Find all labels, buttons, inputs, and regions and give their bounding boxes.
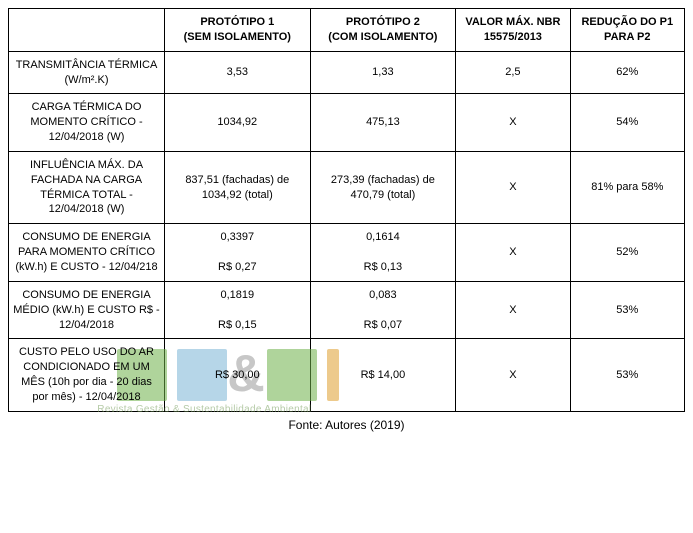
cell-p1: & Revista Gestão & Sustentabilidade Ambi… [165, 339, 311, 411]
cell-p2-a: 0,1614 [315, 230, 452, 245]
cell-nbr-text: X [460, 368, 565, 383]
row-label: INFLUÊNCIA MÁX. DA FACHADA NA CARGA TÉRM… [9, 151, 165, 223]
cell-p2: 475,13 [310, 94, 456, 152]
cell-p2: 0,1614 R$ 0,13 [310, 224, 456, 282]
table-row: CUSTO PELO USO DO AR CONDICIONADO EM UM … [9, 339, 685, 411]
cell-nbr: 2,5 [456, 51, 570, 94]
cell-red-text: 53% [575, 368, 680, 383]
col-header-p1: PROTÓTIPO 1 (SEM ISOLAMENTO) [165, 9, 311, 52]
cell-p2: 273,39 (fachadas) de 470,79 (total) [310, 151, 456, 223]
table-row: CARGA TÉRMICA DO MOMENTO CRÍTICO - 12/04… [9, 94, 685, 152]
cell-nbr: X [456, 281, 570, 339]
table-row: CONSUMO DE ENERGIA MÉDIO (kW.h) E CUSTO … [9, 281, 685, 339]
cell-p1: 837,51 (fachadas) de 1034,92 (total) [165, 151, 311, 223]
row-label: CONSUMO DE ENERGIA MÉDIO (kW.h) E CUSTO … [9, 281, 165, 339]
cell-p1: 3,53 [165, 51, 311, 94]
row-label: CARGA TÉRMICA DO MOMENTO CRÍTICO - 12/04… [9, 94, 165, 152]
cell-red: 54% [570, 94, 684, 152]
table-header-row: PROTÓTIPO 1 (SEM ISOLAMENTO) PROTÓTIPO 2… [9, 9, 685, 52]
col-header-empty [9, 9, 165, 52]
cell-nbr: X [456, 151, 570, 223]
table-row: CONSUMO DE ENERGIA PARA MOMENTO CRÍTICO … [9, 224, 685, 282]
table-wrapper: PROTÓTIPO 1 (SEM ISOLAMENTO) PROTÓTIPO 2… [8, 8, 685, 432]
cell-p2: 0,083 R$ 0,07 [310, 281, 456, 339]
cell-nbr: X [456, 94, 570, 152]
row-label: CONSUMO DE ENERGIA PARA MOMENTO CRÍTICO … [9, 224, 165, 282]
cell-p1: 1034,92 [165, 94, 311, 152]
cell-p1-a: 0,1819 [169, 288, 306, 303]
row-label: CUSTO PELO USO DO AR CONDICIONADO EM UM … [9, 339, 165, 411]
table-caption: Fonte: Autores (2019) [8, 418, 685, 432]
cell-nbr: X [456, 339, 570, 411]
cell-red: 81% para 58% [570, 151, 684, 223]
col-header-p1-l1: PROTÓTIPO 1 [200, 16, 274, 28]
table-row: TRANSMITÂNCIA TÉRMICA (W/m².K) 3,53 1,33… [9, 51, 685, 94]
col-header-nbr: VALOR MÁX. NBR 15575/2013 [456, 9, 570, 52]
col-header-p1-l2: (SEM ISOLAMENTO) [184, 31, 291, 43]
cell-p1-text: R$ 30,00 [169, 368, 306, 383]
cell-red: 53% [570, 281, 684, 339]
table-row: INFLUÊNCIA MÁX. DA FACHADA NA CARGA TÉRM… [9, 151, 685, 223]
row-label-text: CUSTO PELO USO DO AR CONDICIONADO EM UM … [13, 345, 160, 404]
cell-red: 53% [570, 339, 684, 411]
cell-p1: 0,1819 R$ 0,15 [165, 281, 311, 339]
col-header-p2: PROTÓTIPO 2 (COM ISOLAMENTO) [310, 9, 456, 52]
cell-red: 52% [570, 224, 684, 282]
cell-p1-a: 0,3397 [169, 230, 306, 245]
col-header-p2-l2: (COM ISOLAMENTO) [328, 31, 437, 43]
comparison-table: PROTÓTIPO 1 (SEM ISOLAMENTO) PROTÓTIPO 2… [8, 8, 685, 412]
cell-p2-b: R$ 0,07 [315, 318, 452, 333]
cell-p2: R$ 14,00 [310, 339, 456, 411]
cell-p2: 1,33 [310, 51, 456, 94]
cell-p2-a: 0,083 [315, 288, 452, 303]
cell-nbr: X [456, 224, 570, 282]
cell-p1-b: R$ 0,15 [169, 318, 306, 333]
cell-p2-text: R$ 14,00 [315, 368, 452, 383]
row-label: TRANSMITÂNCIA TÉRMICA (W/m².K) [9, 51, 165, 94]
cell-p1-b: R$ 0,27 [169, 260, 306, 275]
cell-p2-b: R$ 0,13 [315, 260, 452, 275]
col-header-p2-l1: PROTÓTIPO 2 [346, 16, 420, 28]
cell-p1: 0,3397 R$ 0,27 [165, 224, 311, 282]
col-header-red: REDUÇÃO DO P1 PARA P2 [570, 9, 684, 52]
cell-red: 62% [570, 51, 684, 94]
